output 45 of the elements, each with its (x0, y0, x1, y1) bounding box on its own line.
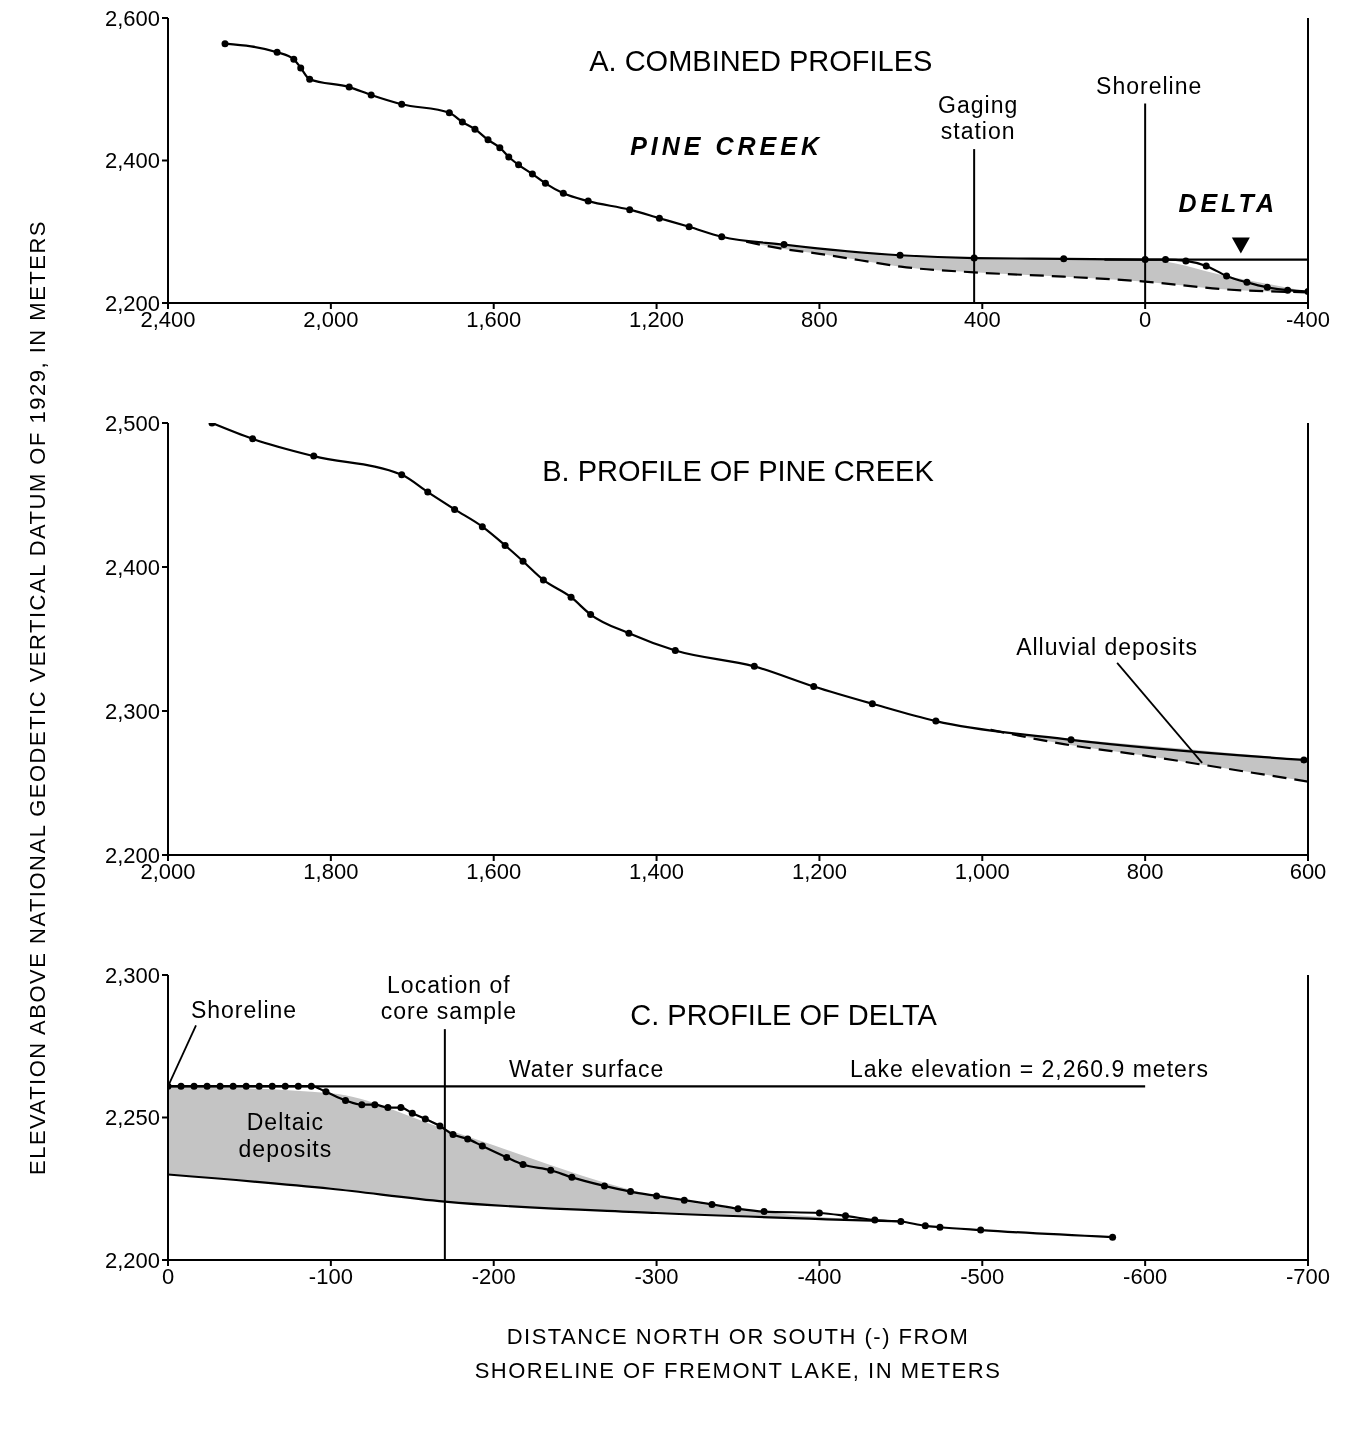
x-tick-label: 800 (1126, 858, 1164, 884)
text: B. PROFILE OF PINE CREEK (542, 454, 935, 487)
y-tick-label: 2,600 (104, 5, 160, 31)
x-tick-label: 2,000 (303, 306, 359, 332)
x-tick-label: -200 (471, 1263, 516, 1289)
y-tick-label: 2,300 (104, 698, 160, 724)
y-tick-label: 2,500 (104, 410, 160, 436)
y-tick-label: 2,300 (104, 962, 160, 988)
x-tick-label: -100 (308, 1263, 353, 1289)
x-tick-label: -400 (1285, 306, 1331, 332)
ref-line-label: Gaging station (938, 92, 1019, 145)
annotation: Shoreline (190, 996, 298, 1023)
annotation: DELTA (1178, 188, 1279, 217)
x-tick-label: -700 (1285, 1263, 1331, 1289)
annotation: Deltaic deposits (238, 1109, 333, 1163)
x-tick-label: 1,200 (629, 306, 685, 332)
x-tick-label: 800 (801, 306, 838, 332)
x-tick-label: -300 (634, 1263, 679, 1289)
text: A. COMBINED PROFILES (589, 45, 933, 78)
y-tick-label: 2,400 (104, 554, 160, 580)
x-tick-label: 400 (963, 306, 1001, 332)
x-tick-label: 0 (161, 1263, 175, 1289)
text: C. PROFILE OF DELTA (630, 999, 938, 1032)
x-tick-label: 1,600 (466, 858, 522, 884)
x-axis-title: DISTANCE NORTH OR SOUTH (-) FROM SHORELINE OF FREMONT LAKE, IN METERS (473, 1323, 1003, 1385)
x-tick-label: -600 (1123, 1263, 1168, 1289)
y-tick-label: 2,250 (104, 1105, 160, 1131)
x-tick-label: 600 (1289, 858, 1327, 884)
annotation: Water surface (508, 1055, 665, 1082)
ref-line-label: Location of core sample (380, 972, 517, 1025)
annotation: Lake elevation = 2,260.9 meters (850, 1055, 1209, 1082)
x-tick-label: 1,400 (629, 858, 685, 884)
x-tick-label: 1,600 (466, 306, 522, 332)
x-tick-label: 1,000 (954, 858, 1010, 884)
ref-line-label: Shoreline (1096, 72, 1203, 99)
x-tick-label: 1,200 (791, 858, 847, 884)
x-tick-label: 0 (1139, 306, 1152, 332)
annotation: PINE CREEK (630, 131, 824, 160)
x-tick-label: 1,800 (303, 858, 359, 884)
y-tick-label: 2,200 (104, 1247, 160, 1273)
x-tick-label: -400 (797, 1263, 842, 1289)
annotation: Alluvial deposits (1016, 633, 1199, 660)
x-tick-label: -500 (960, 1263, 1005, 1289)
y-tick-label: 2,400 (104, 148, 160, 174)
y-axis-title: ELEVATION ABOVE NATIONAL GEODETIC VERTICAL DATUM OF 1929, IN METERS (25, 220, 51, 1176)
